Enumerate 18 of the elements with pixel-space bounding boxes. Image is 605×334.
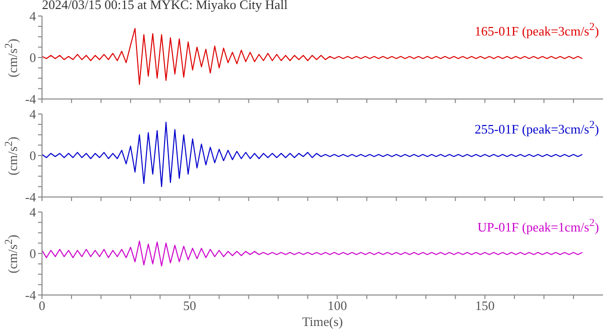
y-tick-label: -4	[25, 190, 36, 205]
y-tick-label: 4	[30, 106, 36, 122]
x-axis-title: Time(s)	[301, 314, 344, 330]
line-series	[42, 240, 583, 266]
y-tick-label: 4	[30, 204, 36, 220]
annotation: 165-01F (peak=3cm/s$^{2}$)	[474, 20, 599, 40]
y-tick-label: 0	[30, 50, 36, 66]
y-tick-label: 4	[30, 8, 36, 24]
y-tick-label: -4	[25, 92, 36, 107]
x-tick-label: 150	[475, 298, 495, 314]
x-tick-label: 50	[183, 298, 196, 314]
y-tick-label: 0	[30, 246, 36, 262]
y-tick-label: -4	[25, 288, 36, 303]
annotation: 255-01F (peak=3cm/s$^{2}$)	[474, 118, 599, 138]
annotation: UP-01F (peak=1cm/s$^{2}$)	[478, 216, 599, 236]
chart-title: 2024/03/15 00:15 at MYKC: Miyako City Hall	[42, 0, 288, 13]
x-tick-label: 100	[328, 298, 348, 314]
y-tick-label: 0	[30, 148, 36, 164]
